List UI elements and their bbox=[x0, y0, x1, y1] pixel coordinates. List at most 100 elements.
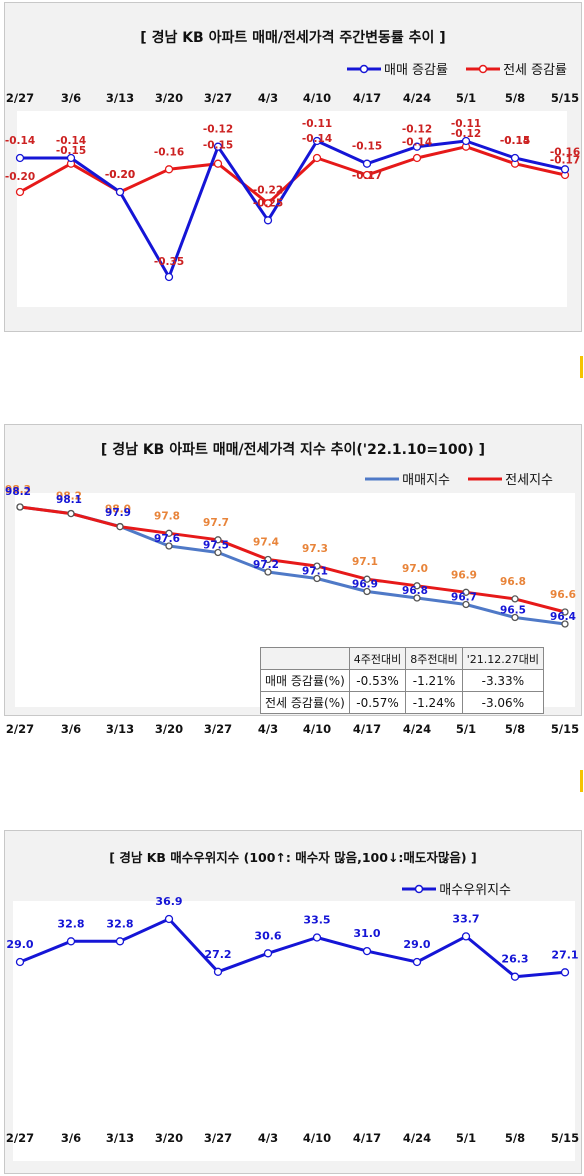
data-label: -0.11 bbox=[302, 118, 332, 130]
x-tick-label: 4/10 bbox=[302, 1131, 332, 1145]
data-label: -0.35 bbox=[154, 256, 184, 268]
data-point bbox=[264, 568, 272, 576]
data-point bbox=[66, 153, 76, 163]
chart-title: [ 경남 KB 아파트 매매/전세가격 지수 추이('22.1.10=100) … bbox=[100, 442, 486, 458]
data-point bbox=[561, 608, 569, 616]
data-point bbox=[263, 199, 273, 208]
data-label: 96.6 bbox=[550, 589, 576, 601]
data-label: 26.3 bbox=[501, 953, 528, 966]
x-axis-labels: 2/27 3/6 3/13 3/20 3/27 4/3 4/10 4/17 4/24 5/1 5/8… bbox=[0, 722, 584, 740]
x-tick-label: 4/3 bbox=[257, 722, 279, 736]
x-tick-label: 3/20 bbox=[154, 1131, 184, 1145]
data-label: 31.0 bbox=[353, 927, 380, 940]
data-label: -0.14 bbox=[5, 135, 35, 147]
table-row: 전세 증감률(%) -0.57% -1.24% -3.06% bbox=[260, 691, 545, 714]
data-label: 97.1 bbox=[352, 556, 378, 568]
x-tick-label: 4/24 bbox=[402, 1131, 432, 1145]
data-point bbox=[412, 142, 422, 151]
data-label: 98.2 bbox=[56, 491, 82, 503]
data-label: 97.5 bbox=[203, 540, 229, 552]
legend-line-marker bbox=[402, 884, 437, 893]
legend-item-sale-index: 매매지수 bbox=[365, 469, 450, 488]
x-tick-label: 5/1 bbox=[455, 722, 477, 736]
data-point bbox=[511, 613, 519, 622]
data-point bbox=[461, 136, 471, 146]
data-label: 98.3 bbox=[5, 484, 31, 496]
data-label: 32.8 bbox=[106, 917, 133, 930]
x-tick-label: 3/27 bbox=[203, 91, 233, 105]
weekly-change-chart-panel: [ 경남 KB 아파트 매매/전세가격 주간변동률 추이 ] 매매 증감률 전세… bbox=[4, 2, 582, 332]
x-tick-label: 3/20 bbox=[154, 722, 184, 736]
data-point bbox=[560, 165, 570, 174]
data-label: -0.11 bbox=[451, 118, 481, 130]
data-label: 33.5 bbox=[303, 914, 330, 927]
x-tick-label: 5/15 bbox=[550, 722, 580, 736]
data-label: 97.8 bbox=[154, 510, 180, 522]
x-tick-label: 4/24 bbox=[402, 722, 432, 736]
data-point bbox=[413, 582, 421, 590]
legend-label: 매매지수 bbox=[402, 473, 451, 488]
data-point bbox=[165, 542, 173, 550]
data-label: 97.9 bbox=[105, 507, 131, 519]
data-point bbox=[16, 503, 24, 511]
data-label: -0.14 bbox=[56, 135, 86, 147]
data-label: 29.0 bbox=[6, 938, 33, 951]
data-label: 96.5 bbox=[500, 605, 526, 617]
data-label: 29.0 bbox=[403, 938, 430, 951]
data-label: 96.8 bbox=[402, 585, 428, 597]
weekly-change-line-chart: -0.14 -0.14 -0.20 -0.35 -0.12 -0.25 -0.11 -0.15… bbox=[5, 118, 580, 282]
data-point bbox=[213, 967, 223, 976]
data-label: -0.15 bbox=[56, 145, 86, 157]
series-line bbox=[19, 505, 566, 614]
data-label: 98.1 bbox=[56, 494, 82, 506]
table-header-cell: 4주전대비 bbox=[348, 647, 407, 670]
x-tick-label: 5/8 bbox=[504, 91, 526, 105]
data-point bbox=[15, 187, 25, 197]
data-label: 33.7 bbox=[452, 912, 479, 925]
data-label: 97.2 bbox=[253, 559, 279, 571]
data-label: -0.20 bbox=[105, 169, 135, 181]
data-label: 97.1 bbox=[302, 566, 328, 578]
edge-marker bbox=[580, 770, 583, 792]
series-line bbox=[20, 139, 566, 279]
table-row: 매매 증감률(%) -0.53% -1.21% -3.33% bbox=[260, 669, 545, 692]
data-label: -0.17 bbox=[352, 170, 382, 182]
data-point bbox=[165, 529, 173, 537]
data-point bbox=[66, 937, 76, 946]
legend-item-buyer: 매수우위지수 bbox=[402, 879, 511, 898]
data-point bbox=[363, 587, 371, 596]
data-point bbox=[313, 562, 321, 570]
data-point bbox=[313, 574, 321, 583]
x-tick-label: 2/27 bbox=[5, 91, 35, 105]
x-tick-label: 4/17 bbox=[352, 1131, 382, 1145]
data-point bbox=[413, 594, 421, 602]
table-header-cell: 8주전대비 bbox=[405, 647, 463, 670]
legend-label: 매매 증감률 bbox=[383, 63, 448, 78]
index-line-chart: 98.398.298.097.897.797.497.397.197.096.9… bbox=[5, 484, 576, 628]
data-label: -0.15 bbox=[352, 141, 382, 153]
table-cell: -0.57% bbox=[348, 691, 407, 714]
data-label: -0.14 bbox=[402, 137, 432, 149]
data-point bbox=[362, 159, 372, 168]
x-tick-label: 4/10 bbox=[302, 722, 332, 736]
table-cell: -1.21% bbox=[405, 669, 463, 692]
data-label: -0.12 bbox=[203, 124, 233, 136]
data-point bbox=[412, 153, 422, 163]
data-label: -0.12 bbox=[402, 124, 432, 136]
x-tick-label: 3/27 bbox=[203, 722, 233, 736]
x-tick-label: 4/24 bbox=[402, 91, 432, 105]
legend-label: 전세지수 bbox=[505, 473, 553, 488]
legend-line-marker bbox=[468, 477, 503, 480]
x-tick-label: 4/3 bbox=[257, 1131, 279, 1145]
data-label: -0.20 bbox=[5, 171, 35, 183]
data-point bbox=[510, 153, 520, 163]
x-tick-label: 5/1 bbox=[455, 1131, 477, 1145]
data-point bbox=[511, 595, 519, 603]
x-tick-label: 4/17 bbox=[352, 722, 382, 736]
data-point bbox=[213, 159, 223, 168]
data-label: -0.16 bbox=[550, 146, 580, 158]
x-tick-label: 3/20 bbox=[154, 91, 184, 105]
data-label: 98.2 bbox=[5, 486, 31, 498]
x-tick-label: 3/13 bbox=[105, 1131, 135, 1145]
